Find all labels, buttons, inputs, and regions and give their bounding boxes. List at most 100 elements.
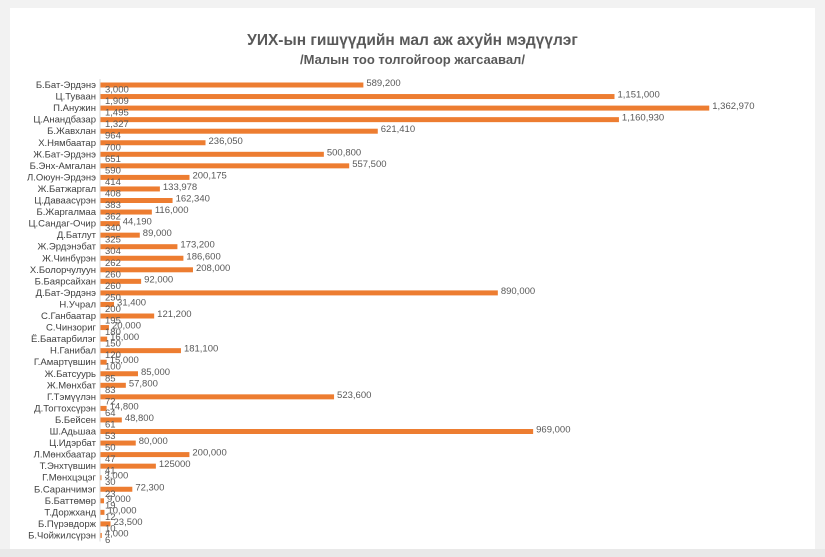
bar <box>100 174 190 180</box>
secondary-value-label: 53 <box>105 431 116 442</box>
bar <box>100 198 173 203</box>
bar <box>100 463 156 469</box>
category-label: Т.Доржханд <box>44 507 96 518</box>
value-label: 200,175 <box>192 170 226 181</box>
category-label: Ж.Чинбүрэн <box>42 253 96 264</box>
secondary-value-label: 250 <box>105 292 121 303</box>
secondary-value-label: 85 <box>105 373 116 384</box>
value-label: 48,800 <box>125 413 154 424</box>
secondary-value-label: 260 <box>105 281 121 292</box>
bar <box>100 532 102 538</box>
value-label: 121,200 <box>157 309 191 320</box>
bar-chart: Б.Бат-ЭрдэнэЦ.ТуваанП.АнужинЦ.Анандбазар… <box>27 78 755 546</box>
bar <box>100 475 102 481</box>
secondary-value-label: 61 <box>105 419 116 430</box>
secondary-value-label: 1,327 <box>105 119 129 130</box>
bar <box>100 486 133 492</box>
bottom-scrollbar <box>0 549 825 557</box>
value-label: 173,200 <box>180 240 214 251</box>
value-label: 23,500 <box>114 517 143 528</box>
bar <box>100 498 105 504</box>
secondary-value-label: 964 <box>105 131 121 142</box>
category-label: Б.Жаргалмаа <box>36 207 96 218</box>
bar <box>100 313 155 319</box>
secondary-value-label: 325 <box>105 235 121 246</box>
category-label: Б.Чойжилсүрэн <box>28 530 96 541</box>
category-label: Б.Баярсайхан <box>35 276 96 287</box>
value-label: 72,300 <box>135 482 164 493</box>
chart-title: УИХ-ын гишүүдийн мал аж ахуйн мэдүүлэг <box>247 32 578 49</box>
secondary-value-label: 590 <box>105 165 121 176</box>
secondary-value-label: 340 <box>105 223 121 234</box>
value-label: 500,800 <box>327 147 361 158</box>
bar <box>100 105 710 111</box>
bar <box>100 163 350 169</box>
secondary-value-label: 362 <box>105 212 121 223</box>
value-label: 969,000 <box>536 425 570 436</box>
bar <box>100 452 190 458</box>
secondary-value-label: 1,909 <box>105 96 129 107</box>
secondary-value-label: 41 <box>105 466 116 477</box>
bar <box>100 186 160 192</box>
category-label: С.Чинзориг <box>46 323 97 334</box>
value-label: 15,000 <box>110 355 139 366</box>
secondary-value-label: 3,000 <box>105 85 129 96</box>
bar <box>100 117 619 123</box>
category-label: Б.Пүрэвдорж <box>38 519 97 530</box>
secondary-value-label: 700 <box>105 142 121 153</box>
category-label: Х.Нямбаатар <box>38 138 96 149</box>
value-labels: 589,200 1,151,000 1,362,970 1,160,930 621,41… <box>105 78 755 539</box>
value-label: 92,000 <box>144 274 173 285</box>
category-label: Л.Мөнхбаатар <box>34 450 96 461</box>
value-label: 523,600 <box>337 390 371 401</box>
value-label: 181,100 <box>184 344 218 355</box>
category-label: Г.Тэмүүлэн <box>47 392 96 403</box>
secondary-value-label: 180 <box>105 327 121 338</box>
category-label: Д.Тогтохсүрэн <box>34 403 96 414</box>
value-label: 20,000 <box>112 321 141 332</box>
value-label: 1,151,000 <box>617 90 659 101</box>
bar <box>100 232 140 238</box>
category-label: Н.Ганибал <box>50 346 96 357</box>
secondary-value-label: 47 <box>105 454 116 465</box>
bar <box>100 440 136 446</box>
value-label: 133,978 <box>163 182 197 193</box>
value-label: 57,800 <box>129 378 158 389</box>
value-label: 621,410 <box>381 124 415 135</box>
category-label: Т.Энхтүвшин <box>40 461 96 472</box>
value-label: 31,400 <box>117 297 146 308</box>
category-label: Х.Болорчулуун <box>30 265 96 276</box>
secondary-value-label: 10 <box>105 523 116 534</box>
value-label: 10,000 <box>107 505 136 516</box>
bar <box>100 371 138 377</box>
bar <box>100 394 335 400</box>
category-label: Ж.Эрдэнэбат <box>37 242 96 253</box>
secondary-value-label: 195 <box>105 316 121 327</box>
secondary-value-label: 12 <box>105 512 116 523</box>
bar <box>100 429 534 434</box>
bar <box>100 359 107 365</box>
value-label: 85,000 <box>141 367 170 378</box>
secondary-value-label: 200 <box>105 304 121 315</box>
secondary-value-label: 83 <box>105 385 116 396</box>
secondary-value-label: 262 <box>105 258 121 269</box>
category-labels: Б.Бат-ЭрдэнэЦ.ТуваанП.АнужинЦ.Анандбазар… <box>27 80 97 541</box>
value-label: 89,000 <box>143 228 172 239</box>
chart-subtitle: /Малын тоо толгойгоор жагсаавал/ <box>300 52 525 67</box>
value-label: 890,000 <box>501 286 535 297</box>
secondary-value-label: 72 <box>105 396 116 407</box>
category-label: Ж.Батжаргал <box>38 184 96 195</box>
category-label: Ц.Туваан <box>56 92 96 103</box>
bar <box>100 325 109 331</box>
secondary-value-label: 414 <box>105 177 121 188</box>
secondary-value-label: 30 <box>105 477 116 488</box>
bar <box>100 336 108 342</box>
bar <box>100 255 184 261</box>
value-label: 162,340 <box>176 194 210 205</box>
bar <box>100 348 181 354</box>
secondary-value-label: 19 <box>105 500 116 511</box>
bar <box>100 509 105 515</box>
category-label: Д.Батлут <box>57 230 97 241</box>
value-label: 80,000 <box>139 436 168 447</box>
category-label: С.Ганбаатар <box>41 311 96 322</box>
